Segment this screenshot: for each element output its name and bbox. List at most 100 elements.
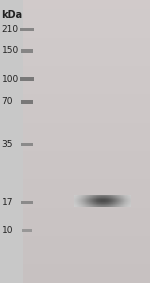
Bar [99,195,100,196]
Bar [104,200,105,201]
Bar [102,198,103,199]
Bar [98,195,99,207]
Bar [110,204,111,205]
Bar [105,195,106,207]
Bar [22,38,150,47]
Bar [75,203,76,204]
Bar [129,197,130,198]
Bar [88,195,89,196]
Bar [22,179,150,189]
Bar [114,203,115,204]
Bar [109,205,110,206]
Bar [99,199,100,200]
Bar [104,198,105,199]
Bar [116,206,117,207]
Bar [101,202,102,203]
Bar [103,197,104,198]
Bar [103,204,104,205]
Bar [90,203,91,204]
Bar [122,202,123,203]
Bar [94,195,96,196]
Bar [74,206,75,207]
Bar [117,195,118,196]
Bar [22,76,150,85]
Bar [76,203,77,204]
Bar [129,202,130,203]
Bar [114,204,115,205]
Bar [117,196,118,197]
Bar [118,196,119,197]
Bar [98,196,99,197]
Bar [130,199,131,200]
Bar [98,201,99,202]
Bar [120,202,121,203]
Bar [80,197,81,198]
Bar [127,196,128,197]
Bar [128,196,129,197]
Bar [105,199,106,200]
Bar [102,200,103,201]
Bar [126,201,127,202]
Bar [127,206,128,207]
Bar [117,198,118,199]
Bar [111,204,112,205]
Bar [79,201,80,202]
Bar [100,195,101,196]
FancyBboxPatch shape [22,0,150,283]
Bar [111,200,112,201]
Bar [110,198,111,199]
Bar [116,200,117,201]
Bar [118,202,119,203]
Bar [92,198,93,199]
Bar [115,203,116,204]
Text: 100: 100 [2,75,19,84]
Bar [83,202,84,203]
Bar [76,195,77,207]
Bar [118,204,119,205]
Bar [124,200,125,201]
Bar [119,200,120,201]
Bar [96,204,98,205]
Bar [80,201,81,202]
Bar [106,195,107,196]
Bar [105,196,106,197]
Bar [96,196,98,197]
Bar [22,113,150,123]
Bar [76,201,77,202]
Bar [84,206,85,207]
Bar [94,200,96,201]
Bar [118,197,119,198]
Bar [125,206,126,207]
Bar [123,195,124,207]
Bar [99,203,100,204]
Bar [92,200,93,201]
Bar [120,196,121,197]
Bar [129,203,130,204]
Bar [80,199,81,200]
Bar [101,199,102,200]
Bar [91,197,92,198]
Bar [108,195,109,196]
Bar [126,206,127,207]
Bar [109,199,110,200]
Bar [90,197,91,198]
Bar [128,195,129,207]
Bar [105,205,106,206]
Bar [91,205,92,206]
Bar [75,197,76,198]
Bar [89,204,90,205]
Bar [121,206,122,207]
Bar [113,195,114,207]
Bar [112,201,113,202]
Bar [92,201,93,202]
Bar [108,201,109,202]
Bar [83,206,84,207]
Bar [117,201,118,202]
Bar [115,202,116,203]
Bar [125,196,126,197]
Bar [110,196,111,197]
Bar [115,199,116,200]
Bar [129,198,130,199]
Bar [103,195,104,207]
Bar [129,206,130,207]
